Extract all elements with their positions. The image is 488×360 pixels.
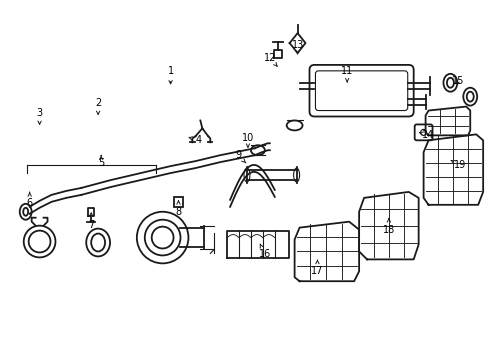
Text: 5: 5 (98, 156, 104, 168)
Text: 8: 8 (175, 201, 181, 217)
Text: 18: 18 (382, 219, 394, 235)
Text: 14: 14 (419, 130, 434, 140)
Text: 6: 6 (26, 192, 33, 208)
Text: 2: 2 (95, 98, 101, 114)
Text: 19: 19 (450, 160, 466, 170)
Text: 9: 9 (235, 150, 245, 163)
Text: 10: 10 (242, 133, 254, 147)
Text: 11: 11 (340, 66, 353, 82)
Text: 15: 15 (451, 76, 464, 86)
Bar (173, 197, 183, 207)
Text: 3: 3 (37, 108, 42, 124)
Text: 13: 13 (291, 40, 303, 54)
Text: 1: 1 (167, 66, 173, 84)
Text: 12: 12 (263, 53, 277, 66)
Text: 7: 7 (88, 213, 94, 230)
Text: 17: 17 (310, 260, 323, 276)
Text: 4: 4 (189, 135, 201, 145)
Text: 16: 16 (258, 244, 270, 260)
